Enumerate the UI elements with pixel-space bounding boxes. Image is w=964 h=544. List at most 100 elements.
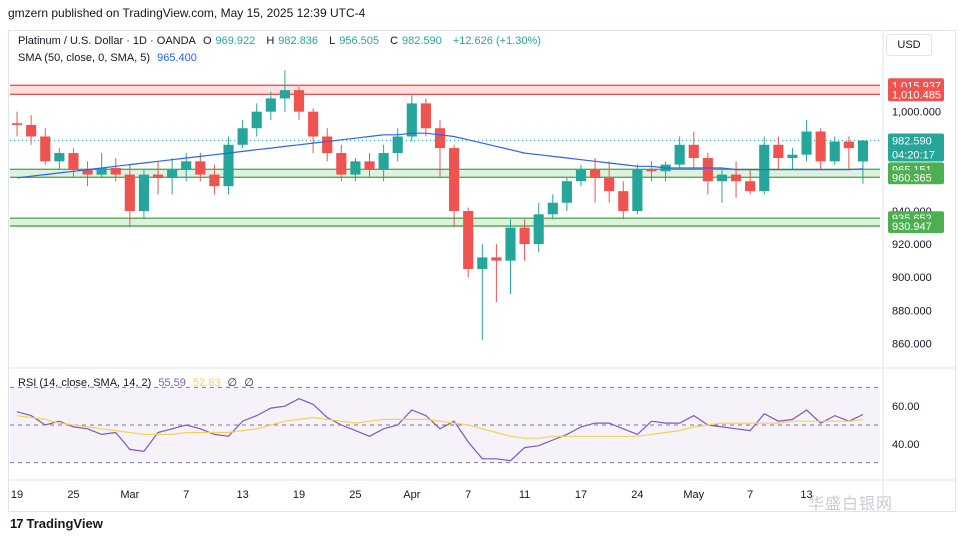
candle-body-50 bbox=[716, 174, 728, 182]
zone-fill-0 bbox=[10, 85, 880, 95]
y-tick-label-3: 920.000 bbox=[892, 239, 932, 251]
x-tick-label-2: Mar bbox=[120, 489, 139, 501]
candle-body-21 bbox=[308, 111, 319, 137]
candle-body-35 bbox=[505, 227, 516, 261]
currency-button[interactable]: USD bbox=[886, 34, 932, 56]
publish-header: gmzern published on TradingView.com, May… bbox=[8, 6, 366, 20]
sma-line bbox=[16, 132, 864, 179]
candle-body-59 bbox=[843, 141, 854, 149]
tradingview-branding[interactable]: 17 TradingView bbox=[10, 516, 103, 531]
x-tick-label-5: 19 bbox=[293, 489, 305, 501]
candle-body-31 bbox=[449, 148, 460, 211]
x-tick-label-4: 13 bbox=[236, 489, 248, 501]
candle-body-57 bbox=[815, 131, 826, 162]
y-tick-label-1: 880.000 bbox=[892, 305, 932, 317]
y-tick-label-5: 1,000.000 bbox=[892, 107, 941, 119]
y-tick-label-0: 860.000 bbox=[892, 338, 932, 350]
x-tick-label-0: 19 bbox=[11, 489, 23, 501]
price-label-1: 1,010.485 bbox=[888, 87, 944, 102]
rsi-ma-value: 52.83 bbox=[192, 377, 221, 389]
countdown-text: 04:20:17 bbox=[892, 149, 935, 161]
candle-body-43 bbox=[618, 191, 629, 211]
candle-body-33 bbox=[477, 257, 488, 269]
candle-body-44 bbox=[632, 169, 643, 211]
price-label-2: 982.590 04:20:17 bbox=[888, 133, 944, 162]
price-label-box-4 bbox=[888, 170, 944, 185]
price-label-box-1 bbox=[888, 87, 944, 102]
rsi-tick-label-0: 40.00 bbox=[892, 439, 920, 451]
candle-body-11 bbox=[167, 169, 178, 178]
y-tick-label-2: 900.000 bbox=[892, 272, 932, 284]
x-tick-label-6: 25 bbox=[349, 489, 361, 501]
ohlc-high: H 982.836 bbox=[266, 35, 319, 47]
candle-body-12 bbox=[181, 161, 192, 170]
candle-body-15 bbox=[223, 144, 234, 187]
x-tick-label-9: 11 bbox=[519, 489, 530, 501]
candle-body-60 bbox=[857, 140, 869, 162]
tradingview-logo-icon: 17 bbox=[10, 516, 24, 531]
price-label-box-6 bbox=[888, 218, 944, 233]
ohlc-low: L 956.505 bbox=[329, 35, 379, 47]
price-label-text-2: 982.590 bbox=[892, 135, 932, 147]
candle-body-30 bbox=[434, 128, 446, 149]
candle-body-58 bbox=[829, 141, 840, 162]
candle-body-40 bbox=[575, 169, 587, 182]
candle-body-53 bbox=[759, 144, 770, 192]
candle-body-32 bbox=[463, 211, 474, 269]
candle-body-56 bbox=[801, 131, 812, 155]
candle-body-41 bbox=[590, 169, 601, 178]
candle-body-38 bbox=[547, 202, 558, 215]
price-label-4: 960.365 bbox=[888, 170, 944, 185]
candle-body-8 bbox=[124, 174, 135, 211]
symbol-legend: Platinum / U.S. Dollar · 1D · OANDA O 969… bbox=[18, 35, 545, 47]
price-label-text-4: 960.365 bbox=[892, 172, 932, 184]
candle-body-24 bbox=[350, 161, 361, 175]
ohlc-close: C 982.590 bbox=[390, 35, 442, 47]
candle-body-10 bbox=[152, 174, 164, 178]
rsi-value: 55.59 bbox=[158, 377, 186, 389]
rsi-tick-label-1: 60.00 bbox=[892, 401, 920, 413]
candle-body-0 bbox=[11, 123, 23, 125]
candle-body-23 bbox=[336, 153, 347, 175]
candle-body-13 bbox=[195, 161, 206, 175]
price-label-box-2 bbox=[888, 133, 944, 162]
x-tick-label-1: 25 bbox=[67, 489, 79, 501]
price-label-text-6: 930.947 bbox=[892, 221, 932, 233]
x-tick-label-10: 17 bbox=[575, 489, 587, 501]
rsi-ma-line bbox=[16, 415, 864, 439]
rsi-legend[interactable]: RSI (14, close, SMA, 14, 2) 55.59 52.83 … bbox=[18, 376, 258, 389]
candle-body-5 bbox=[82, 169, 93, 175]
zone-fill-1 bbox=[10, 169, 880, 178]
price-label-6: 930.947 bbox=[888, 218, 944, 233]
rsi-extra-1: ∅ bbox=[227, 377, 238, 389]
candle-body-14 bbox=[209, 174, 220, 187]
candle-body-22 bbox=[322, 136, 333, 154]
tradingview-brand-text: TradingView bbox=[26, 516, 103, 531]
candle-body-42 bbox=[604, 177, 615, 192]
x-tick-label-11: 24 bbox=[631, 489, 643, 501]
x-tick-label-14: 13 bbox=[800, 489, 812, 501]
ohlc-change: +12.626 (+1.30%) bbox=[452, 35, 541, 47]
candle-body-52 bbox=[745, 181, 756, 192]
sma-value: 965.400 bbox=[157, 52, 197, 64]
candle-body-1 bbox=[26, 124, 37, 137]
candle-body-4 bbox=[68, 153, 79, 170]
rsi-extra-2: ∅ bbox=[244, 377, 254, 389]
candle-body-34 bbox=[491, 257, 502, 261]
candle-body-2 bbox=[40, 136, 51, 162]
symbol-name[interactable]: Platinum / U.S. Dollar · 1D · OANDA bbox=[18, 35, 196, 47]
candle-body-28 bbox=[406, 103, 417, 137]
candle-body-26 bbox=[378, 153, 389, 170]
rsi-line bbox=[16, 398, 864, 462]
candle-body-25 bbox=[364, 161, 375, 170]
price-label-text-1: 1,010.485 bbox=[892, 89, 941, 101]
candle-body-7 bbox=[110, 167, 121, 175]
sma-legend[interactable]: SMA (50, close, 0, SMA, 5) 965.400 bbox=[18, 52, 201, 64]
site-watermark: 华盛白银网 bbox=[808, 496, 894, 513]
sma-label: SMA (50, close, 0, SMA, 5) bbox=[18, 52, 151, 64]
candle-body-48 bbox=[688, 144, 699, 159]
candle-body-17 bbox=[251, 111, 262, 129]
candle-body-6 bbox=[96, 167, 107, 175]
x-tick-label-12: May bbox=[683, 489, 704, 501]
